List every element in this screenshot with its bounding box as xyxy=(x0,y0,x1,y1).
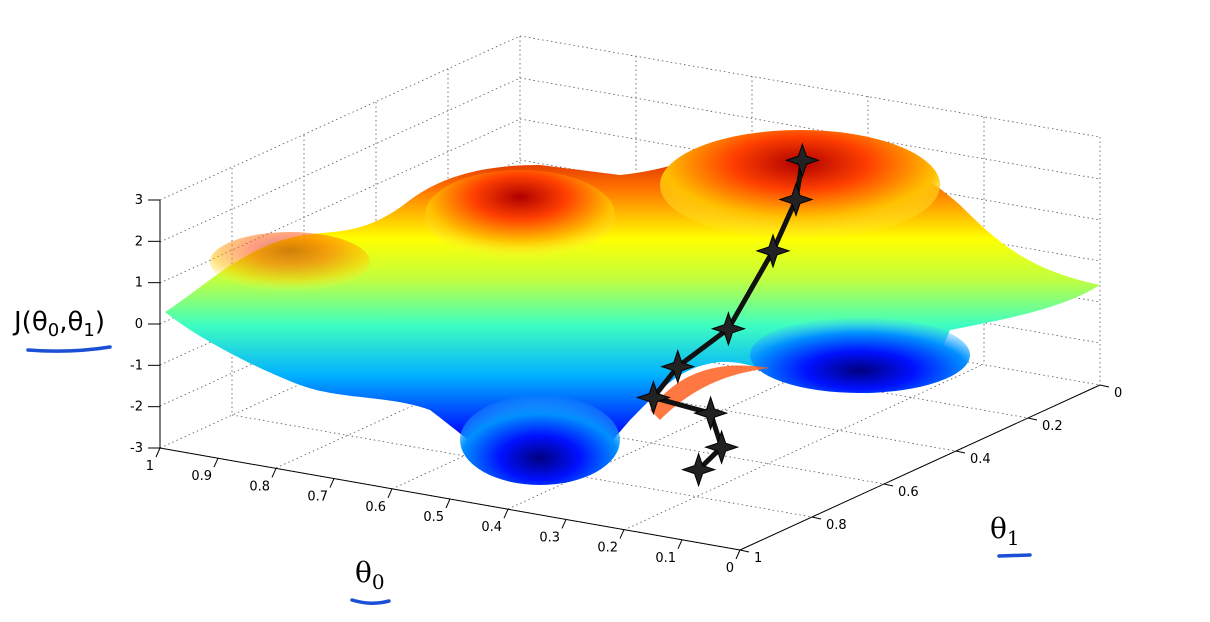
theta0-tick-label: 0.5 xyxy=(423,510,444,525)
descent-step-marker xyxy=(681,452,717,488)
cost-underline xyxy=(26,345,112,353)
descent-step-marker xyxy=(635,379,671,416)
theta1-tick-label: 0 xyxy=(1114,386,1122,401)
cost-axis-title: J(θ0,θ1) xyxy=(12,307,112,353)
surface-base xyxy=(165,135,1100,480)
valley-center xyxy=(460,395,620,485)
theta1-tick-mark xyxy=(883,483,894,487)
theta0-tick-label: 0.3 xyxy=(539,530,560,545)
z-tick-label: 3 xyxy=(135,193,143,208)
valley-fold xyxy=(650,365,770,420)
peak-left xyxy=(425,170,615,260)
theta0-tick-mark xyxy=(677,539,683,550)
theta0-tick-label: 0.7 xyxy=(307,490,328,505)
valley-right xyxy=(750,317,970,393)
theta1-tick-mark xyxy=(1027,417,1038,421)
cost-sub-a: 0 xyxy=(48,320,59,341)
theta0-tick-label: 0.9 xyxy=(191,469,212,484)
theta0-tick-mark xyxy=(213,457,219,468)
z-tick-label: -2 xyxy=(130,400,143,415)
peak-ridge xyxy=(210,232,370,292)
theta0-symbol: θ xyxy=(355,556,372,589)
theta1-tick-mark xyxy=(955,450,966,454)
gradient-descent-path xyxy=(635,142,820,488)
theta1-underline xyxy=(997,553,1032,558)
theta1-tick-label: 1 xyxy=(754,551,762,566)
theta1-tick-label: 0.8 xyxy=(826,518,847,533)
theta1-tick-label: 0.6 xyxy=(898,485,919,500)
descent-step-marker xyxy=(660,349,696,385)
theta0-tick-mark xyxy=(271,468,277,478)
cost-surface xyxy=(165,130,1100,485)
theta0-tick-mark xyxy=(735,549,741,560)
descent-step-marker xyxy=(778,181,814,218)
theta0-tick-mark xyxy=(155,447,161,458)
theta0-tick-mark xyxy=(329,478,335,488)
svg-text:J(θ0,θ1): J(θ0,θ1) xyxy=(12,307,105,341)
theta0-tick-label: 0 xyxy=(726,561,734,576)
cost-comma: , xyxy=(59,307,67,337)
theta1-tick-mark xyxy=(1099,384,1110,388)
theta1-tick-label: 0.4 xyxy=(970,452,991,467)
cost-theta-a: θ xyxy=(32,307,48,337)
theta0-underline xyxy=(350,598,391,605)
svg-text:θ1: θ1 xyxy=(990,512,1020,550)
cost-open: J( xyxy=(12,307,32,337)
theta0-tick-mark xyxy=(387,488,393,499)
descent-step-marker xyxy=(693,395,729,431)
theta0-tick-mark xyxy=(445,498,451,509)
z-tick-label: 1 xyxy=(135,276,143,291)
theta0-tick-label: 0.6 xyxy=(365,500,386,515)
theta1-tick-label: 0.2 xyxy=(1042,419,1063,434)
z-tick-label: -1 xyxy=(130,358,143,373)
svg-text:θ0: θ0 xyxy=(355,556,385,594)
theta1-subscript: 1 xyxy=(1007,526,1020,550)
theta1-tick-mark xyxy=(811,516,822,520)
z-axis-ticks: 3 2 1 0 -1 -2 -3 xyxy=(130,193,160,456)
z-tick-label: -3 xyxy=(130,441,143,456)
z-tick-label: 2 xyxy=(135,234,143,249)
theta0-axis-ticks: 1 0.9 0.8 0.7 0.6 0.5 0.4 0.3 0.2 0.1 0 xyxy=(146,447,741,576)
theta0-tick-mark xyxy=(619,529,625,539)
theta0-tick-label: 0.1 xyxy=(655,551,676,566)
theta0-tick-label: 0.2 xyxy=(597,541,618,556)
cost-theta-b: θ xyxy=(67,307,83,337)
descent-step-marker xyxy=(784,142,820,178)
theta0-tick-label: 0.4 xyxy=(481,520,502,535)
cost-close: ) xyxy=(95,307,105,337)
theta0-subscript: 0 xyxy=(372,570,385,594)
theta0-tick-label: 0.8 xyxy=(249,479,270,494)
cost-sub-b: 1 xyxy=(83,320,94,341)
descent-step-marker xyxy=(704,429,740,465)
theta0-axis-title: θ0 xyxy=(350,556,391,605)
theta0-tick-mark xyxy=(503,508,509,519)
theta1-axis-title: θ1 xyxy=(990,512,1032,558)
theta0-tick-label: 1 xyxy=(146,459,154,474)
theta1-axis-ticks: 0 0.2 0.4 0.6 0.8 1 xyxy=(739,384,1122,566)
descent-step-marker xyxy=(755,233,791,269)
z-tick-label: 0 xyxy=(135,317,143,332)
theta1-tick-mark xyxy=(739,549,750,553)
theta1-symbol: θ xyxy=(990,512,1007,545)
theta0-tick-mark xyxy=(561,519,567,529)
descent-step-marker xyxy=(710,311,746,347)
